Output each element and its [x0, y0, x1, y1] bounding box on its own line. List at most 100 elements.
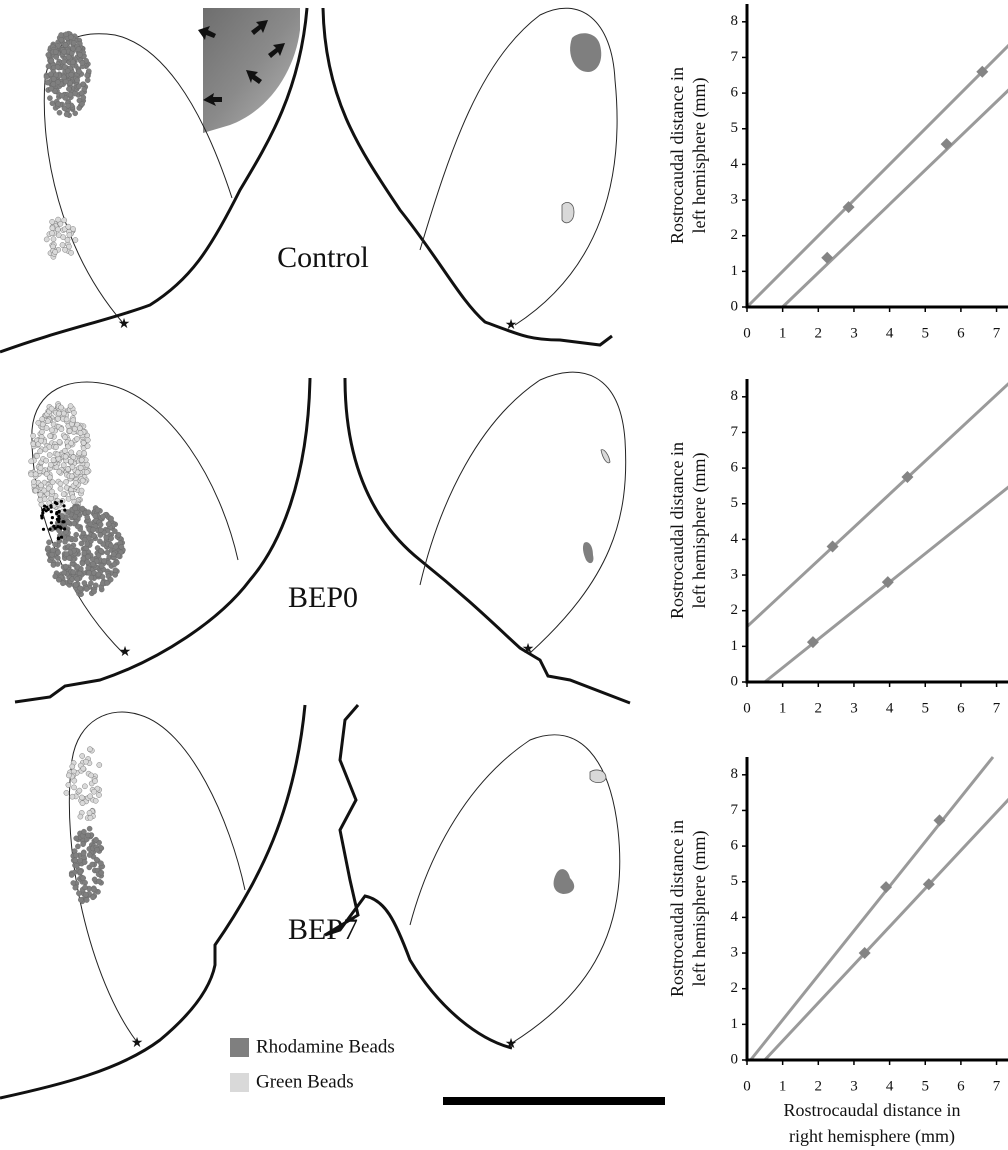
bead: [71, 880, 76, 885]
bead: [55, 64, 60, 69]
bead: [66, 782, 71, 787]
bead: [61, 411, 66, 416]
star: ★: [131, 1036, 144, 1051]
bead: [69, 250, 74, 255]
bead: [57, 110, 62, 115]
bead: [66, 86, 71, 91]
bead: [84, 470, 89, 475]
bead: [76, 84, 81, 89]
x-tick-label: 4: [886, 700, 894, 716]
bead: [113, 572, 118, 577]
bead: [100, 514, 105, 519]
fit-line: [751, 757, 993, 1060]
bead: [69, 474, 74, 479]
bead: [48, 528, 51, 531]
bead: [77, 69, 82, 74]
x-tick-label: 7: [993, 1078, 1001, 1094]
bead: [113, 568, 118, 573]
bead: [78, 897, 83, 902]
y-tick-label: 4: [731, 531, 739, 547]
bead: [60, 581, 65, 586]
bead: [98, 527, 103, 532]
star: ★: [118, 317, 131, 332]
midline: [323, 8, 612, 345]
bead: [43, 447, 48, 452]
bead: [99, 870, 104, 875]
bead: [48, 72, 53, 77]
x-tick-label: 0: [743, 700, 751, 716]
bead: [54, 501, 57, 504]
bead: [79, 457, 84, 462]
bead: [73, 506, 78, 511]
bead: [59, 525, 62, 528]
bead: [51, 76, 56, 81]
bead: [88, 815, 93, 820]
x-tick-label: 6: [957, 700, 965, 716]
bead: [64, 552, 69, 557]
bead: [92, 779, 97, 784]
legend-label: Green Beads: [256, 1071, 354, 1092]
bead: [60, 500, 63, 503]
bead: [108, 577, 113, 582]
bead: [49, 489, 54, 494]
bead: [53, 542, 58, 547]
bead: [57, 520, 60, 523]
bead: [62, 570, 67, 575]
bead: [68, 459, 73, 464]
bead: [33, 472, 38, 477]
bead: [69, 72, 74, 77]
bead: [73, 537, 78, 542]
inset-photo: [203, 8, 300, 133]
bead: [64, 112, 69, 117]
bead: [63, 454, 68, 459]
bead: [89, 575, 94, 580]
bead: [46, 64, 51, 69]
bead: [66, 103, 71, 108]
bead: [75, 470, 80, 475]
y-tick-label: 8: [731, 388, 739, 404]
bead: [51, 458, 56, 463]
y-tick-label: 3: [731, 566, 739, 582]
bead: [90, 895, 95, 900]
bead: [57, 537, 60, 540]
bead: [45, 506, 48, 509]
bead: [64, 32, 69, 37]
x-axis-label: Rostrocaudal distance in: [784, 1100, 961, 1120]
bead: [79, 795, 84, 800]
bead: [80, 506, 85, 511]
fit-line: [747, 4, 1008, 307]
midline: [345, 378, 630, 703]
bead: [61, 463, 66, 468]
bead: [46, 540, 51, 545]
bead: [84, 897, 89, 902]
bead: [64, 417, 69, 422]
y-tick-label: 1: [731, 263, 739, 279]
bead: [56, 101, 61, 106]
bead: [59, 32, 64, 37]
figure: ★ ★ ★ ★ ★ ★ Control BEP0 BEP7 Rhodamine …: [0, 0, 1008, 1150]
bead: [89, 773, 94, 778]
bead: [56, 411, 61, 416]
bead: [82, 860, 87, 865]
bead: [66, 55, 71, 60]
bead: [109, 536, 114, 541]
bead: [60, 93, 65, 98]
y-tick-label: 6: [731, 85, 739, 101]
star: ★: [505, 318, 518, 333]
star: ★: [119, 645, 132, 660]
beads: [28, 31, 125, 904]
bead: [85, 559, 90, 564]
bead: [71, 785, 76, 790]
bead: [42, 497, 47, 502]
bead: [106, 522, 111, 527]
bead: [62, 64, 67, 69]
bead: [66, 773, 71, 778]
bead: [86, 510, 91, 515]
bead: [83, 759, 88, 764]
bead: [81, 876, 86, 881]
bead: [90, 862, 95, 867]
x-tick-label: 2: [815, 1078, 823, 1094]
bead: [30, 433, 35, 438]
bead: [105, 550, 110, 555]
bead: [85, 462, 90, 467]
